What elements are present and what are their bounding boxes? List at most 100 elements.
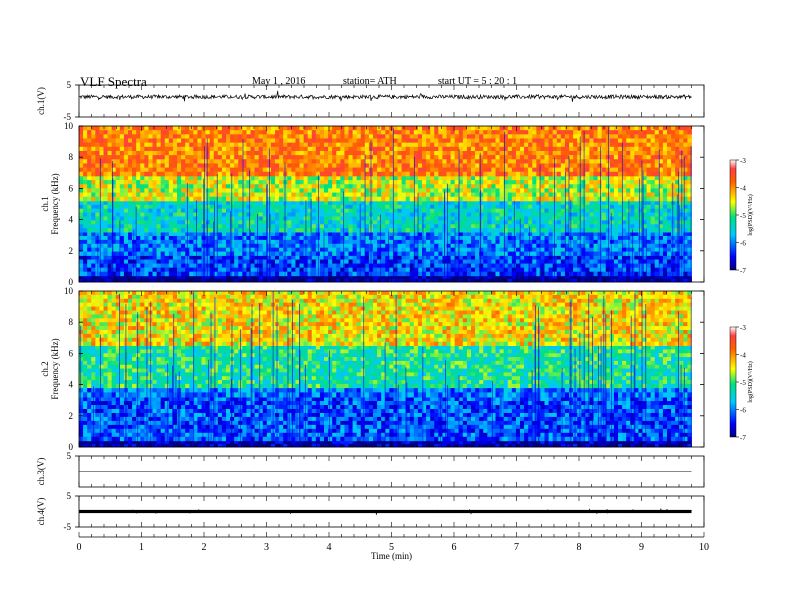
spectrogram-cell xyxy=(601,180,607,185)
spectrogram-cell xyxy=(507,275,513,280)
spectrogram-cell xyxy=(177,184,182,189)
spectrogram-cell xyxy=(593,239,598,245)
spectrogram-cell xyxy=(385,200,390,206)
spectrogram-cell xyxy=(189,175,194,181)
spectrogram-cell xyxy=(324,126,329,131)
spectrogram-cell xyxy=(340,192,345,198)
spectrogram-cell xyxy=(344,196,349,202)
spectrogram-cell xyxy=(564,175,570,181)
spectrogram-cell xyxy=(454,278,460,283)
spectrogram-cell xyxy=(544,184,549,189)
spectrogram-cell xyxy=(328,216,333,221)
spectrogram-cell xyxy=(360,247,366,252)
spectrogram-cell xyxy=(532,130,537,135)
spectrogram-cell xyxy=(634,275,639,280)
spectrogram-cell xyxy=(564,267,570,273)
spectrogram-cell xyxy=(99,216,104,221)
spectrogram-cell xyxy=(99,200,104,206)
spectrogram-cell xyxy=(450,212,456,217)
spectrogram-cell xyxy=(434,239,439,245)
spectrogram-cell xyxy=(103,175,108,181)
spectrogram-cell xyxy=(405,228,411,233)
spectrogram-cell xyxy=(528,239,533,245)
spectrogram-cell xyxy=(662,126,668,131)
spectrogram-cell xyxy=(340,251,345,256)
spectrogram-cell xyxy=(560,239,566,245)
spectrogram-cell xyxy=(291,130,296,135)
spectrogram-cell xyxy=(581,188,586,193)
spectrogram-cell xyxy=(667,126,672,131)
spectrogram-cell xyxy=(111,251,117,256)
spectrogram-cell xyxy=(246,267,251,273)
spectrogram-cell xyxy=(495,180,500,185)
spectrogram-cell xyxy=(573,243,578,249)
spectrogram-cell xyxy=(270,224,276,229)
spectrogram-cell xyxy=(426,212,431,217)
spectrogram-cell xyxy=(671,275,676,280)
spectrogram-cell xyxy=(352,224,358,229)
spectrogram-cell xyxy=(495,138,500,144)
spectrogram-cell xyxy=(520,255,525,260)
spectrogram-cell xyxy=(230,259,235,264)
spectrogram-cell xyxy=(397,239,402,245)
spectrogram-cell xyxy=(409,204,415,210)
spectrogram-cell xyxy=(132,220,137,225)
spectrogram-cell xyxy=(634,255,639,260)
spectrogram-cell xyxy=(401,220,407,225)
spectrogram-cell xyxy=(352,134,358,139)
spectrogram-cell xyxy=(593,192,598,198)
spectrogram-cell xyxy=(654,175,660,181)
spectrogram-cell xyxy=(536,212,541,217)
spectrogram-cell xyxy=(319,180,325,185)
spectrogram-cell xyxy=(217,200,223,206)
spectrogram-cell xyxy=(336,278,341,283)
spectrogram-cell xyxy=(295,235,300,241)
spectrogram-cell xyxy=(613,267,619,273)
spectrogram-cell xyxy=(569,263,574,269)
spectrogram-cell xyxy=(422,271,427,277)
spectrogram-cell xyxy=(303,146,309,152)
spectrogram-cell xyxy=(352,212,358,217)
spectrogram-cell xyxy=(144,184,149,189)
spectrogram-cell xyxy=(544,267,549,273)
spectrogram-cell xyxy=(213,146,219,152)
spectrogram-cell xyxy=(344,184,349,189)
spectrogram-cell xyxy=(385,259,390,264)
spectrogram-cell xyxy=(495,224,500,229)
spectrogram-cell xyxy=(613,263,619,269)
spectrogram-cell xyxy=(132,130,137,135)
spectrogram-cell xyxy=(287,184,292,189)
spectrogram-cell xyxy=(413,235,419,241)
spectrogram-cell xyxy=(315,138,321,144)
spectrogram-cell xyxy=(364,216,370,221)
spectrogram-cell xyxy=(560,138,566,144)
spectrogram-cell xyxy=(401,216,407,221)
spectrogram-cell xyxy=(262,216,268,221)
spectrogram-cell xyxy=(348,196,353,202)
spectrogram-cell xyxy=(356,175,362,181)
spectrogram-cell xyxy=(270,196,276,202)
spectrogram-cell xyxy=(393,239,398,245)
spectrogram-cell xyxy=(409,271,415,277)
spectrogram-cell xyxy=(560,267,566,273)
spectrogram-cell xyxy=(556,134,562,139)
spectrogram-cell xyxy=(319,239,325,245)
spectrogram-cell xyxy=(507,224,513,229)
spectrogram-cell xyxy=(340,212,345,217)
spectrogram-cell xyxy=(491,200,496,206)
spectrogram-cell xyxy=(352,220,358,225)
spectrogram-cell xyxy=(279,146,284,152)
spectrogram-cell xyxy=(250,235,255,241)
spectrogram-cell xyxy=(324,251,329,256)
spectrogram-cell xyxy=(577,255,582,260)
spectrogram-cell xyxy=(226,192,231,198)
spectrogram-cell xyxy=(279,204,284,210)
spectrogram-cell xyxy=(364,192,370,198)
spectrogram-cell xyxy=(495,200,500,206)
spectrogram-cell xyxy=(381,247,386,252)
spectrogram-cell xyxy=(144,263,149,269)
spectrogram-cell xyxy=(356,146,362,152)
spectrogram-cell xyxy=(328,259,333,264)
spectrogram-cell xyxy=(336,175,341,181)
spectrogram-cell xyxy=(524,204,529,210)
